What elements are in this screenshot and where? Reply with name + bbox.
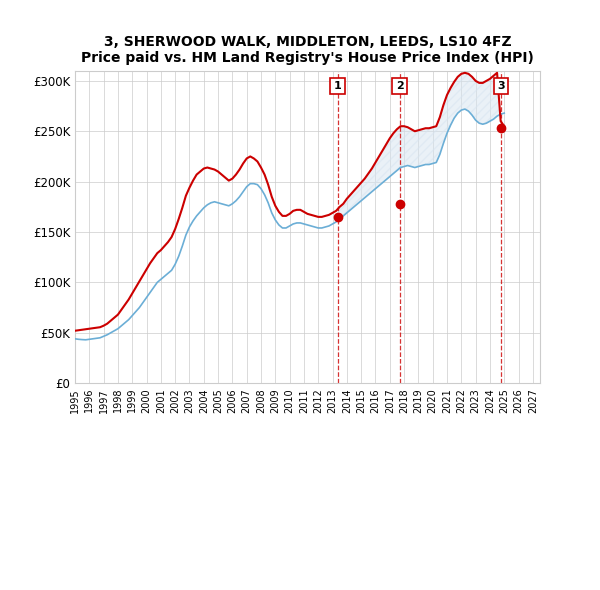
Title: 3, SHERWOOD WALK, MIDDLETON, LEEDS, LS10 4FZ
Price paid vs. HM Land Registry's H: 3, SHERWOOD WALK, MIDDLETON, LEEDS, LS10… — [81, 35, 534, 65]
Text: 3: 3 — [497, 81, 505, 91]
Text: 2: 2 — [396, 81, 404, 91]
Text: 1: 1 — [334, 81, 341, 91]
